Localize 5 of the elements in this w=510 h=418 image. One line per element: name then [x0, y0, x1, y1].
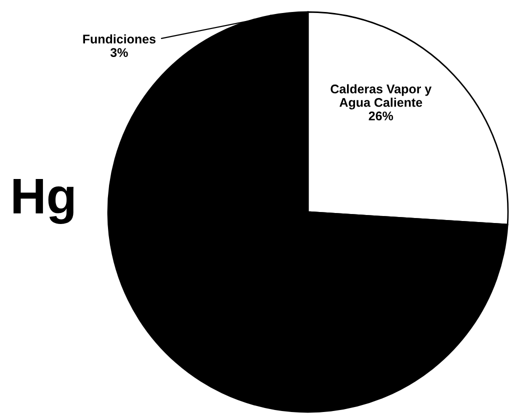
slice-label: Fundiciones [83, 34, 156, 44]
data-label: 3% [110, 48, 128, 57]
slice-label: Calderas Vapor y Agua Caliente [330, 84, 432, 110]
text: Hg [14, 178, 74, 224]
data-label: 26% [368, 112, 394, 120]
